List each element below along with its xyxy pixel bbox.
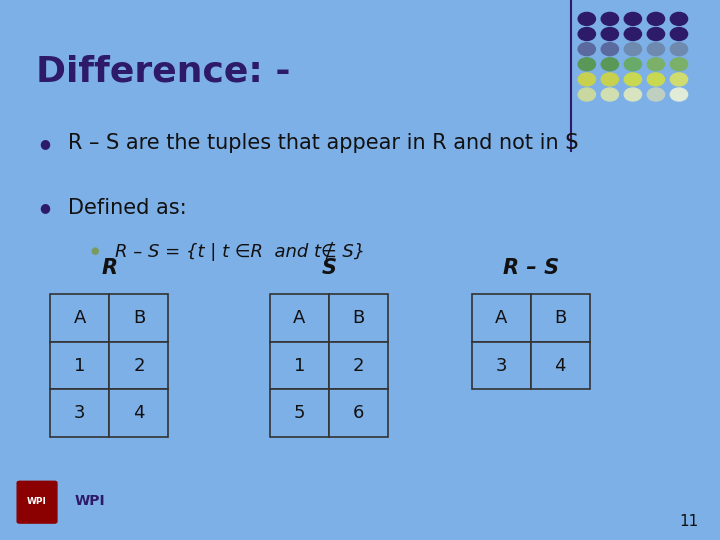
- Text: A: A: [73, 309, 86, 327]
- Bar: [109, 342, 168, 389]
- Circle shape: [578, 12, 595, 25]
- Text: 11: 11: [679, 514, 698, 529]
- Circle shape: [647, 28, 665, 40]
- Bar: [329, 389, 388, 437]
- Text: R – S: R – S: [503, 258, 559, 278]
- Circle shape: [647, 58, 665, 71]
- Circle shape: [601, 28, 618, 40]
- Text: 5: 5: [294, 404, 305, 422]
- Circle shape: [624, 12, 642, 25]
- Circle shape: [647, 43, 665, 56]
- Circle shape: [624, 28, 642, 40]
- Circle shape: [670, 58, 688, 71]
- Bar: [50, 342, 109, 389]
- Bar: [50, 294, 109, 342]
- Text: ●: ●: [40, 137, 50, 150]
- Bar: [109, 294, 168, 342]
- Bar: [270, 294, 329, 342]
- Circle shape: [601, 88, 618, 101]
- Text: R: R: [102, 258, 117, 278]
- Text: R – S are the tuples that appear in R and not in S: R – S are the tuples that appear in R an…: [68, 133, 579, 153]
- Circle shape: [670, 43, 688, 56]
- Text: Defined as:: Defined as:: [68, 198, 187, 218]
- Circle shape: [670, 12, 688, 25]
- Text: ●: ●: [40, 201, 50, 214]
- Text: WPI: WPI: [27, 497, 47, 506]
- Circle shape: [647, 73, 665, 86]
- Text: 3: 3: [495, 356, 507, 375]
- Circle shape: [647, 88, 665, 101]
- Text: 1: 1: [74, 356, 86, 375]
- Text: 2: 2: [353, 356, 364, 375]
- Text: Difference: -: Difference: -: [36, 54, 290, 88]
- Bar: [109, 389, 168, 437]
- Bar: [531, 294, 590, 342]
- Bar: [270, 342, 329, 389]
- Circle shape: [670, 73, 688, 86]
- Circle shape: [647, 12, 665, 25]
- Text: 1: 1: [294, 356, 305, 375]
- Circle shape: [578, 58, 595, 71]
- Text: B: B: [352, 309, 365, 327]
- Circle shape: [624, 73, 642, 86]
- Text: 4: 4: [133, 404, 145, 422]
- Circle shape: [624, 88, 642, 101]
- Bar: [472, 294, 531, 342]
- Text: 3: 3: [74, 404, 86, 422]
- Text: A: A: [293, 309, 306, 327]
- Text: R – S = {t | t ∈R  and t∉ S}: R – S = {t | t ∈R and t∉ S}: [115, 241, 366, 261]
- Circle shape: [601, 12, 618, 25]
- Circle shape: [578, 73, 595, 86]
- Text: 2: 2: [133, 356, 145, 375]
- Text: A: A: [495, 309, 508, 327]
- Bar: [329, 294, 388, 342]
- Bar: [329, 342, 388, 389]
- Circle shape: [624, 43, 642, 56]
- Circle shape: [624, 58, 642, 71]
- Text: WPI: WPI: [74, 494, 105, 508]
- Bar: [531, 342, 590, 389]
- Bar: [270, 389, 329, 437]
- FancyBboxPatch shape: [17, 481, 57, 523]
- Text: 6: 6: [353, 404, 364, 422]
- Circle shape: [601, 43, 618, 56]
- Circle shape: [601, 73, 618, 86]
- Circle shape: [578, 88, 595, 101]
- Circle shape: [670, 28, 688, 40]
- Bar: [472, 342, 531, 389]
- Circle shape: [578, 28, 595, 40]
- Text: B: B: [132, 309, 145, 327]
- Circle shape: [578, 43, 595, 56]
- Bar: [50, 389, 109, 437]
- Text: 4: 4: [554, 356, 566, 375]
- Text: S: S: [322, 258, 336, 278]
- Circle shape: [601, 58, 618, 71]
- Text: B: B: [554, 309, 567, 327]
- Circle shape: [670, 88, 688, 101]
- Text: ●: ●: [90, 246, 99, 256]
